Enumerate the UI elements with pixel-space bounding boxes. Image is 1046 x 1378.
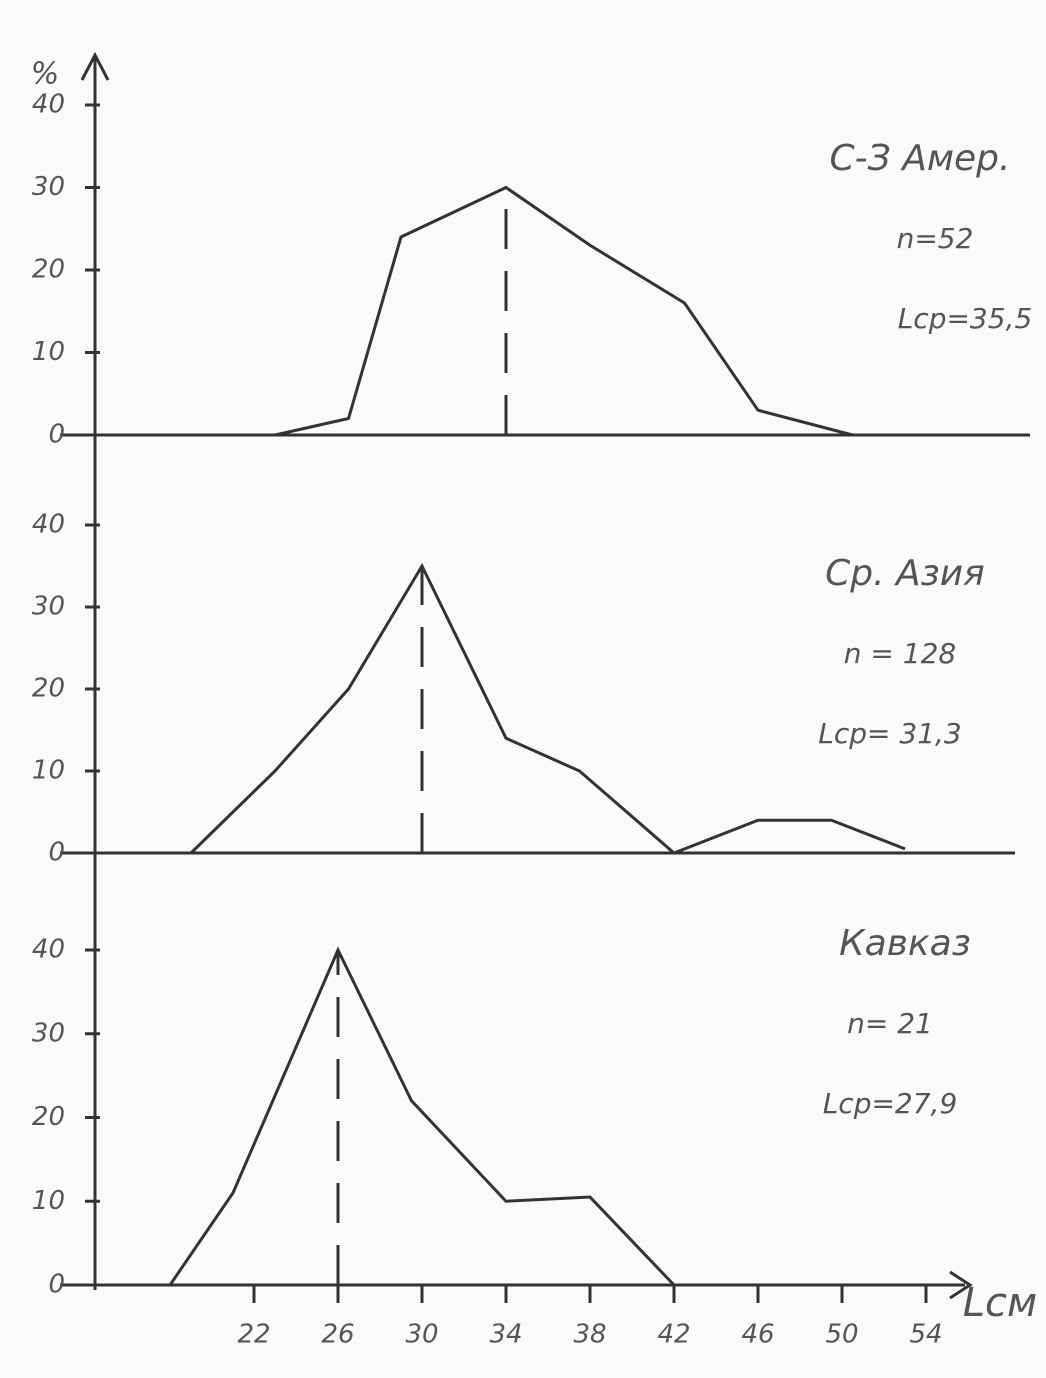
y-arrow	[80, 51, 110, 81]
annotation: Кавказ	[839, 923, 971, 964]
y-tick-label: 30	[32, 172, 65, 202]
data-line	[189, 562, 906, 855]
y-tick-label: 30	[32, 1018, 65, 1048]
x-tick-label: 26	[321, 1320, 354, 1350]
y-tick-label: 40	[32, 935, 65, 965]
x-tick-label: 30	[405, 1320, 438, 1350]
y-tick-label: 20	[32, 1102, 65, 1132]
annotation: n= 21	[847, 1007, 933, 1040]
x-axis-label: Lсм	[963, 1280, 1037, 1326]
annotation: Lср= 31,3	[818, 717, 961, 750]
x-tick-label: 46	[741, 1320, 774, 1350]
y-tick-label: 10	[32, 756, 65, 786]
annotation: Lср=27,9	[823, 1087, 958, 1120]
y-tick-label: 20	[32, 255, 65, 285]
data-line	[274, 185, 853, 437]
y-tick-label: 40	[32, 90, 65, 120]
annotation: С-З Амер.	[830, 138, 1011, 179]
y-tick-label: 0	[48, 420, 65, 450]
annotation: n = 128	[844, 637, 956, 670]
x-tick-label: 42	[657, 1320, 690, 1350]
x-tick-label: 54	[909, 1320, 942, 1350]
x-tick-label: 34	[489, 1320, 522, 1350]
y-tick-label: 40	[32, 510, 65, 540]
annotation: Ср. Азия	[825, 553, 985, 594]
y-axis-label: %	[31, 57, 60, 92]
x-tick-label: 50	[825, 1320, 858, 1350]
x-arrow	[949, 1270, 973, 1300]
data-line	[168, 946, 676, 1287]
y-tick-label: 10	[32, 1186, 65, 1216]
x-tick-label: 38	[573, 1320, 606, 1350]
y-tick-label: 30	[32, 592, 65, 622]
annotation: Lср=35,5	[898, 302, 1033, 335]
y-tick-label: 10	[32, 337, 65, 367]
y-tick-label: 0	[48, 838, 65, 868]
annotation: n=52	[897, 222, 974, 255]
x-tick-label: 22	[237, 1320, 270, 1350]
y-tick-label: 0	[48, 1270, 65, 1300]
y-tick-label: 20	[32, 674, 65, 704]
